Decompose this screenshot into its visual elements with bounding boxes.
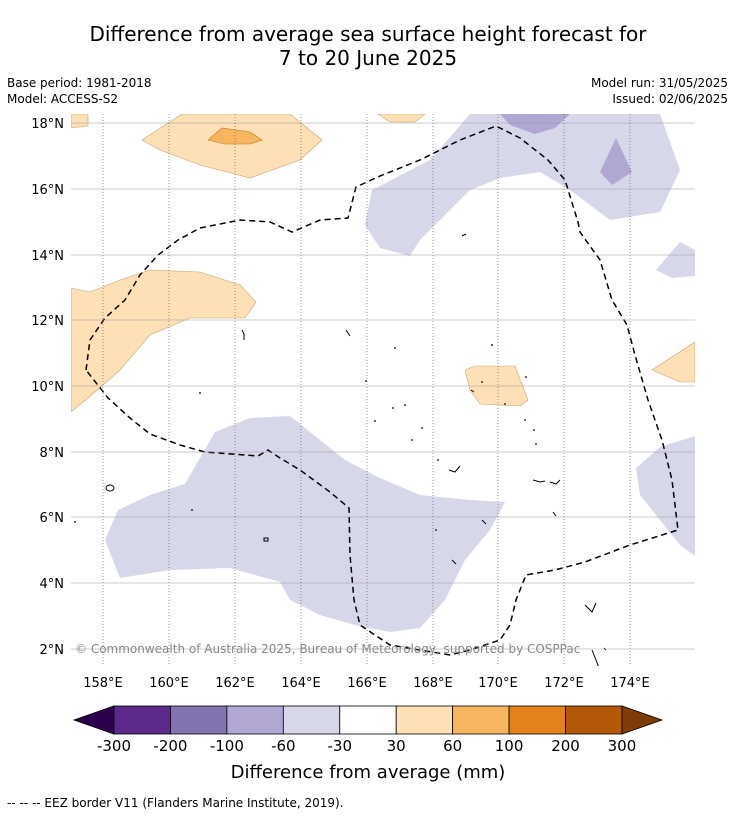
colorbar-swatches [113, 705, 623, 735]
lat-label: 4°N [40, 577, 65, 592]
lon-label: 172°E [544, 676, 584, 691]
lat-label: 16°N [31, 183, 64, 198]
colorbar-tick-label: 30 [387, 737, 406, 755]
negative-anomaly-region-east [636, 436, 695, 556]
colorbar-swatch [565, 705, 623, 735]
positive-anomaly-region-west [71, 269, 257, 413]
lon-label: 170°E [478, 676, 518, 691]
colorbar-swatch [282, 705, 341, 735]
strong-negative-region-north [500, 114, 570, 134]
eez-border [85, 125, 679, 656]
colorbar-left-extension [72, 705, 115, 735]
lon-label: 174°E [610, 676, 650, 691]
copyright-notice: © Commonwealth of Australia 2025, Bureau… [75, 642, 580, 656]
colorbar-swatch [226, 705, 284, 735]
lat-label: 10°N [31, 380, 64, 395]
positive-anomaly-region-top [377, 114, 426, 123]
lat-label: 6°N [40, 511, 65, 526]
colorbar-swatch [170, 705, 228, 735]
colorbar-tick-label: 200 [551, 737, 580, 755]
colorbar-swatch [508, 705, 566, 735]
colorbar-label: Difference from average (mm) [231, 762, 506, 783]
lat-label: 2°N [40, 643, 65, 658]
model-name: Model: ACCESS-S2 [7, 92, 119, 106]
positive-anomaly-region-topleft [71, 114, 89, 129]
map-area [71, 114, 695, 666]
colorbar-swatch [452, 705, 510, 735]
eez-footnote: -- -- -- EEZ border V11 (Flanders Marine… [7, 796, 344, 810]
latitude-labels: 18°N 16°N 14°N 12°N 10°N 8°N 6°N 4°N 2°N [31, 117, 64, 658]
longitude-labels: 158°E 160°E 162°E 164°E 166°E 168°E 170°… [83, 676, 650, 691]
negative-anomaly-region-ne [656, 242, 695, 278]
negative-anomaly-region-south [105, 416, 505, 632]
colorbar-tick-label: 300 [608, 737, 637, 755]
meta-right: Model run: 31/05/2025 Issued: 02/06/2025 [591, 75, 728, 107]
lat-label: 14°N [31, 249, 64, 264]
lat-label: 12°N [31, 314, 64, 329]
base-period: Base period: 1981-2018 [7, 76, 152, 90]
colorbar-tick-label: 100 [495, 737, 524, 755]
lon-label: 166°E [347, 676, 387, 691]
colorbar-tick-label: -60 [271, 737, 296, 755]
colorbar-right-extension [621, 705, 664, 735]
colorbar-tick-label: -100 [210, 737, 244, 755]
longitude-lines [102, 114, 631, 666]
colorbar-swatch [395, 705, 454, 735]
issued-date: Issued: 02/06/2025 [612, 92, 728, 106]
lon-label: 158°E [83, 676, 123, 691]
lon-label: 168°E [413, 676, 453, 691]
latitude-lines [71, 122, 695, 650]
island-dots [74, 344, 537, 531]
islands [105, 233, 607, 666]
colorbar: -300 -200 -100 -60 -30 30 60 100 200 300 Differen… [72, 705, 664, 783]
lat-label: 18°N [31, 117, 64, 132]
title-line-2: 7 to 20 June 2025 [278, 46, 458, 70]
lon-label: 162°E [215, 676, 255, 691]
lon-label: 164°E [281, 676, 321, 691]
meta-left: Base period: 1981-2018 Model: ACCESS-S2 [7, 75, 152, 107]
lon-label: 160°E [149, 676, 189, 691]
colorbar-tick-label: -30 [328, 737, 353, 755]
positive-anomaly-region-north [141, 114, 323, 179]
lat-label: 8°N [40, 446, 65, 461]
gridlines [71, 114, 695, 666]
colorbar-tick-label: -200 [153, 737, 187, 755]
title-line-1: Difference from average sea surface heig… [89, 22, 647, 46]
colorbar-tick-label: -300 [97, 737, 131, 755]
colorbar-swatch [113, 705, 171, 735]
model-run: Model run: 31/05/2025 [590, 76, 728, 90]
strong-negative-region-ne [600, 138, 632, 185]
colorbar-swatch [339, 705, 397, 735]
colorbar-tick-label: 60 [443, 737, 462, 755]
positive-anomaly-region-east [651, 341, 695, 383]
colorbar-tick-labels: -300 -200 -100 -60 -30 30 60 100 200 300 [97, 737, 636, 755]
negative-anomaly-region-north [365, 114, 680, 256]
map-title: Difference from average sea surface heig… [0, 22, 736, 70]
